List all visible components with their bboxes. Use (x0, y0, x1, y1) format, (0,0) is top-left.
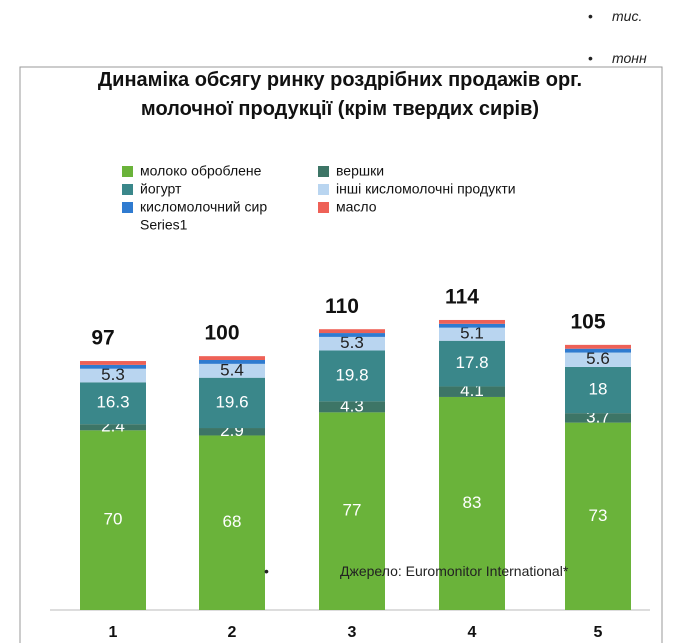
bar-segment (439, 386, 505, 397)
data-label: 68 (223, 512, 242, 531)
data-label: 77 (343, 501, 362, 520)
source: Джерело: Euromonitor International* (264, 563, 568, 579)
bar-segment (80, 382, 146, 425)
legend-label: кисломолочний сир (140, 199, 267, 215)
legend-swatch (318, 166, 329, 177)
legend-label: інші кисломолочні продукти (336, 181, 516, 197)
bar-segment (199, 428, 265, 436)
bar-segment (439, 340, 505, 387)
bar-segment (80, 368, 146, 383)
total-label: 110 (325, 295, 359, 318)
legend-label: молоко оброблене (140, 163, 262, 179)
legend-label: вершки (336, 163, 384, 179)
total-label: 105 (570, 310, 605, 333)
bar-segment (80, 430, 146, 610)
bar-segment (199, 356, 265, 361)
data-label: 19.8 (335, 365, 368, 384)
bar-segment (319, 350, 385, 402)
legend-label: Series1 (140, 217, 188, 233)
bar-segment (565, 352, 631, 367)
legend-swatch (318, 202, 329, 213)
bar-segment (319, 329, 385, 334)
data-label: 5.3 (340, 333, 364, 352)
note: тонн (588, 50, 646, 66)
legend-swatch (122, 202, 133, 213)
legend-label: масло (336, 199, 377, 215)
total-label: 100 (204, 322, 239, 345)
data-label: 18 (589, 380, 608, 399)
bar-segment (319, 336, 385, 351)
chart-title: Динаміка обсягу ринку роздрібних продажі… (97, 69, 583, 120)
bar-segment (199, 377, 265, 429)
total-label: 97 (91, 327, 114, 350)
x-tick-label: 3 (348, 624, 357, 641)
total-label: 114 (445, 286, 479, 309)
bar-segment (565, 422, 631, 610)
bar-segment (80, 364, 146, 369)
data-label: 73 (589, 506, 608, 525)
data-label: 17.8 (455, 353, 488, 372)
bar-segment (199, 363, 265, 378)
bar-segment (439, 323, 505, 328)
data-label: 5.3 (101, 365, 125, 384)
bar-segment (565, 344, 631, 349)
data-label: 5.1 (460, 324, 484, 343)
bar-segment (565, 366, 631, 414)
note: тис. (588, 8, 643, 24)
bar-segment (319, 333, 385, 337)
data-label: 16.3 (96, 393, 129, 412)
bar-segment (319, 401, 385, 413)
legend-label: йогурт (140, 181, 182, 197)
legend-swatch (122, 166, 133, 177)
bar-segment (80, 361, 146, 365)
bar-segment (199, 435, 265, 610)
data-label: 5.6 (586, 349, 610, 368)
data-label: 70 (104, 510, 123, 529)
legend-swatch (122, 184, 133, 195)
legend-swatch (318, 184, 329, 195)
bar-segment (80, 424, 146, 431)
x-tick-label: 1 (109, 624, 118, 641)
bar-segment (565, 348, 631, 353)
bar-segment (565, 413, 631, 423)
data-label: 19.6 (215, 392, 248, 411)
x-tick-label: 4 (468, 624, 477, 641)
bar-segment (439, 327, 505, 341)
bar-segment (439, 319, 505, 324)
data-label: 5.4 (220, 360, 244, 379)
x-tick-label: 5 (594, 624, 603, 641)
frame (19, 66, 663, 643)
x-tick-label: 2 (228, 624, 237, 641)
bar-segment (199, 360, 265, 364)
data-label: 83 (463, 493, 482, 512)
